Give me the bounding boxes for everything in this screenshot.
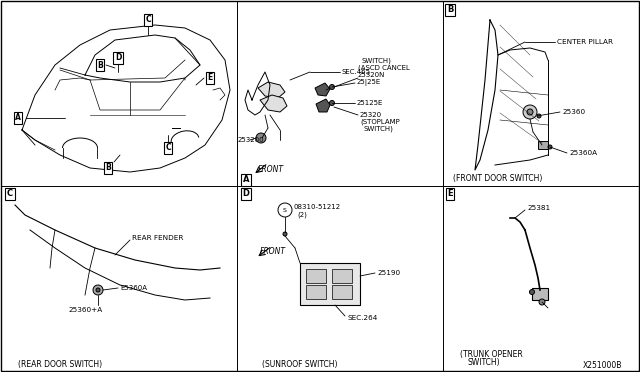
- Text: A: A: [243, 176, 249, 185]
- Text: SEC.465: SEC.465: [342, 69, 371, 75]
- Text: C: C: [7, 189, 13, 199]
- Text: 25360+A: 25360+A: [68, 307, 102, 313]
- Circle shape: [537, 114, 541, 118]
- Text: FRONT: FRONT: [258, 164, 284, 173]
- Text: B: B: [447, 6, 453, 15]
- Text: D: D: [243, 189, 250, 199]
- Text: 25125E: 25125E: [357, 100, 383, 106]
- Circle shape: [96, 288, 100, 292]
- Text: D: D: [115, 54, 121, 62]
- Text: B: B: [105, 164, 111, 173]
- Text: (FRONT DOOR SWITCH): (FRONT DOOR SWITCH): [453, 174, 542, 183]
- Circle shape: [539, 299, 545, 305]
- Text: 08310-51212: 08310-51212: [294, 204, 341, 210]
- Text: B: B: [97, 61, 103, 70]
- Circle shape: [523, 105, 537, 119]
- Text: 25360A: 25360A: [569, 150, 597, 156]
- Text: (STOPLAMP: (STOPLAMP: [360, 119, 400, 125]
- Text: S: S: [283, 208, 287, 212]
- Bar: [306, 285, 326, 299]
- Text: E5360A: E5360A: [120, 285, 147, 291]
- Polygon shape: [258, 82, 285, 98]
- Text: (TRUNK OPENER: (TRUNK OPENER: [460, 350, 523, 359]
- Text: (REAR DOOR SWITCH): (REAR DOOR SWITCH): [18, 359, 102, 369]
- Circle shape: [278, 203, 292, 217]
- Circle shape: [256, 133, 266, 143]
- Circle shape: [93, 285, 103, 295]
- Text: 25320: 25320: [360, 112, 382, 118]
- Text: 25|25E: 25|25E: [357, 80, 381, 87]
- Bar: [306, 269, 326, 283]
- Text: FRONT: FRONT: [260, 247, 286, 257]
- Text: SEC.264: SEC.264: [347, 315, 378, 321]
- Text: 25360: 25360: [562, 109, 585, 115]
- Text: X251000B: X251000B: [582, 360, 622, 369]
- Circle shape: [527, 109, 533, 115]
- Text: REAR FENDER: REAR FENDER: [132, 235, 184, 241]
- Text: 25190: 25190: [377, 270, 400, 276]
- Polygon shape: [260, 95, 287, 112]
- Text: (SUNROOF SWITCH): (SUNROOF SWITCH): [262, 359, 337, 369]
- Bar: [332, 269, 352, 283]
- Text: A: A: [15, 113, 21, 122]
- Circle shape: [330, 84, 335, 90]
- Bar: [300, 263, 360, 305]
- Text: SWITCH): SWITCH): [467, 357, 500, 366]
- Bar: [332, 285, 352, 299]
- Circle shape: [330, 100, 335, 106]
- Text: (2): (2): [297, 212, 307, 218]
- Circle shape: [283, 232, 287, 236]
- Text: CENTER PILLAR: CENTER PILLAR: [557, 39, 613, 45]
- Text: (ASCD CANCEL: (ASCD CANCEL: [358, 65, 410, 71]
- Text: E: E: [207, 74, 212, 83]
- Text: 253200: 253200: [238, 137, 264, 143]
- Circle shape: [529, 289, 534, 295]
- Text: C: C: [165, 144, 171, 153]
- Bar: [532, 288, 548, 300]
- Text: C: C: [145, 16, 151, 25]
- Polygon shape: [316, 99, 330, 112]
- Polygon shape: [315, 83, 330, 96]
- Text: SWITCH): SWITCH): [362, 58, 392, 64]
- Text: E: E: [447, 189, 453, 199]
- Text: 25320N: 25320N: [358, 72, 385, 78]
- Text: SWITCH): SWITCH): [364, 126, 394, 132]
- Text: 25381: 25381: [527, 205, 550, 211]
- Circle shape: [548, 145, 552, 149]
- Bar: [538, 141, 548, 149]
